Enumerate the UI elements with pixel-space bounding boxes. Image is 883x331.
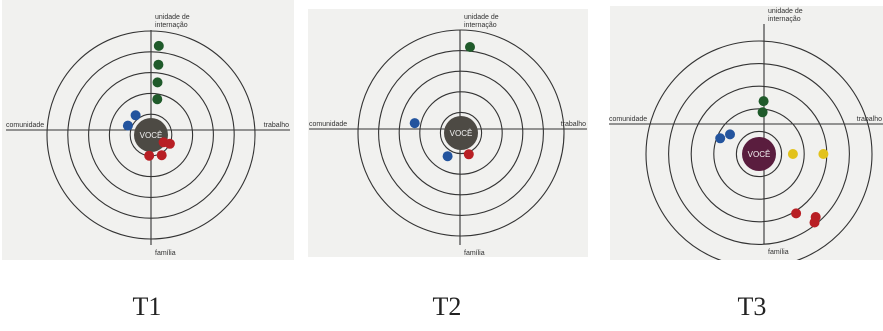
ring-2 [419, 91, 503, 175]
target-diagram-t1: unidade de internação comunidade trabalho fa… [2, 0, 294, 260]
dot-yellow-6 [818, 149, 829, 159]
label-top-line1: unidade de [768, 8, 803, 15]
ring-5 [357, 29, 565, 237]
dot-green-1 [465, 42, 475, 52]
ring-1 [439, 111, 483, 155]
dot-blue-6 [122, 120, 133, 131]
dot-green-1 [758, 96, 769, 107]
label-left: comunidade [309, 121, 347, 128]
dot-green-1 [153, 40, 164, 51]
dot-red-4 [463, 149, 474, 160]
dot-green-3 [152, 77, 163, 88]
ring-5 [645, 40, 873, 260]
label-right: trabalho [561, 121, 586, 128]
label-top-line1: unidade de [155, 14, 190, 21]
label-bottom: família [155, 250, 176, 257]
center-you-label: VOCÊ [748, 150, 771, 159]
dot-blue-4 [715, 133, 726, 144]
target-diagram-t2: unidade de internação comunidade trabalho fa… [303, 0, 591, 260]
label-left: comunidade [6, 122, 44, 129]
ring-3 [398, 70, 524, 196]
label-top-line2: internação [464, 22, 497, 29]
dot-green-2 [757, 107, 768, 118]
label-right: trabalho [857, 116, 882, 123]
dot-red-10 [144, 150, 155, 161]
label-right: trabalho [264, 122, 289, 129]
dot-green-2 [153, 59, 164, 70]
label-top-line1: unidade de [464, 14, 499, 21]
ring-4 [668, 63, 850, 245]
center-you-label: VOCÊ [140, 131, 163, 140]
dot-red-8 [164, 138, 175, 149]
dot-blue-5 [130, 110, 141, 121]
dot-red-9 [156, 150, 167, 161]
caption-t3: T3 [737, 292, 767, 321]
center-you-label: VOCÊ [450, 129, 473, 138]
label-bottom: família [464, 250, 485, 257]
caption-t1: T1 [132, 292, 162, 321]
dot-blue-2 [409, 118, 420, 129]
ring-4 [378, 50, 544, 216]
dot-yellow-5 [787, 149, 798, 159]
center-you-circle [444, 116, 478, 150]
ring-2 [713, 108, 805, 200]
label-left: comunidade [609, 116, 647, 123]
paper-background [610, 6, 883, 260]
label-top-line2: internação [155, 22, 188, 29]
dot-blue-3 [442, 151, 453, 162]
target-diagram-t3: unidade de internação comunidade trabalho fa… [604, 0, 883, 260]
center-you-circle [742, 137, 776, 171]
label-top-line2: internação [768, 16, 801, 23]
dot-red-9 [809, 217, 820, 228]
label-bottom: família [768, 249, 789, 256]
dot-blue-3 [725, 129, 735, 140]
dot-green-4 [152, 94, 163, 105]
caption-t2: T2 [432, 292, 462, 321]
ring-1 [735, 130, 783, 178]
dot-red-7 [791, 208, 802, 219]
